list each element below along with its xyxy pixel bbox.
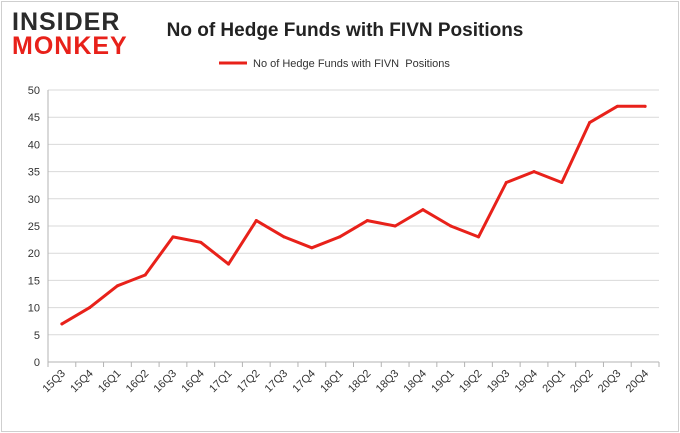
series-line-0 [60,104,647,326]
data-point [88,306,92,310]
y-tick-label: 50 [28,85,40,97]
y-tick-labels: 0 5 10 15 20 25 30 35 40 45 50 [28,85,40,369]
logo-line-1: INSIDER [12,8,120,36]
y-tick-label: 20 [28,248,40,260]
data-point [560,180,564,184]
data-point [227,262,231,266]
data-point [365,219,369,223]
data-point [282,235,286,239]
y-tick-label: 35 [28,167,40,179]
data-point [115,284,119,288]
y-tick-label: 25 [28,221,40,233]
data-point [643,104,647,108]
legend-label: No of Hedge Funds with FIVN Positions [253,58,450,70]
series-layer [60,104,647,326]
axes [47,90,660,367]
data-point [338,235,342,239]
data-point [60,322,64,326]
y-tick-label: 10 [28,303,40,315]
chart-title: No of Hedge Funds with FIVN Positions [167,20,524,41]
data-point [588,121,592,125]
y-tick-label: 15 [28,275,40,287]
data-point [476,235,480,239]
data-point [615,104,619,108]
data-point [393,224,397,228]
data-point [171,235,175,239]
gridlines [48,89,659,336]
y-tick-label: 30 [28,194,40,206]
legend: No of Hedge Funds with FIVN Positions [219,58,450,70]
y-tick-label: 40 [28,139,40,151]
data-point [310,246,314,250]
data-point [199,240,203,244]
y-tick-label: 45 [28,112,40,124]
data-point [421,208,425,212]
data-point [532,170,536,174]
y-tick-label: 0 [34,357,40,369]
data-point [254,219,258,223]
data-point [143,273,147,277]
insider-monkey-logo: INSIDER MONKEY [12,8,128,60]
data-point [449,224,453,228]
logo-line-2: MONKEY [12,32,128,60]
data-point [504,180,508,184]
y-tick-label: 5 [34,330,40,342]
